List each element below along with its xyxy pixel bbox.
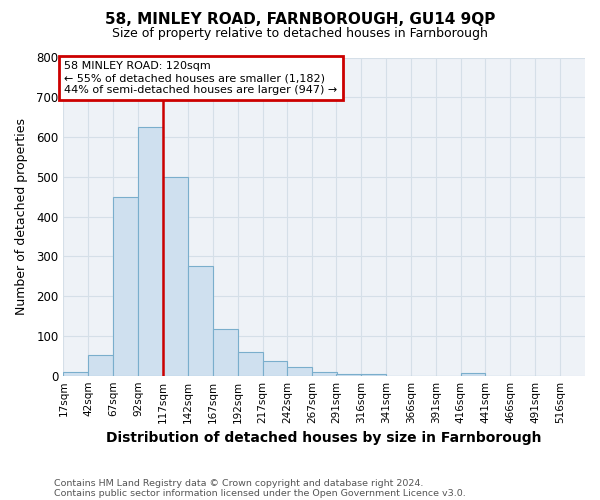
Bar: [188, 266, 213, 376]
Bar: [163, 177, 188, 376]
Text: 58 MINLEY ROAD: 120sqm
← 55% of detached houses are smaller (1,182)
44% of semi-: 58 MINLEY ROAD: 120sqm ← 55% of detached…: [64, 62, 338, 94]
Bar: [336, 374, 361, 376]
Y-axis label: Number of detached properties: Number of detached properties: [15, 118, 28, 315]
Text: Size of property relative to detached houses in Farnborough: Size of property relative to detached ho…: [112, 28, 488, 40]
Bar: [287, 367, 312, 376]
Bar: [113, 196, 138, 376]
Bar: [312, 372, 337, 376]
Bar: [64, 372, 88, 376]
Bar: [461, 373, 485, 376]
Text: Contains public sector information licensed under the Open Government Licence v3: Contains public sector information licen…: [54, 488, 466, 498]
Bar: [238, 352, 263, 376]
Text: Contains HM Land Registry data © Crown copyright and database right 2024.: Contains HM Land Registry data © Crown c…: [54, 478, 424, 488]
X-axis label: Distribution of detached houses by size in Farnborough: Distribution of detached houses by size …: [106, 431, 542, 445]
Bar: [263, 361, 287, 376]
Bar: [88, 355, 113, 376]
Text: 58, MINLEY ROAD, FARNBOROUGH, GU14 9QP: 58, MINLEY ROAD, FARNBOROUGH, GU14 9QP: [105, 12, 495, 28]
Bar: [213, 329, 238, 376]
Bar: [361, 374, 386, 376]
Bar: [138, 127, 163, 376]
